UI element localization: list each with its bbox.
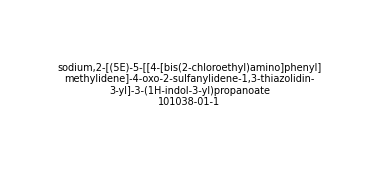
Text: sodium,2-[(5E)-5-[[4-[bis(2-chloroethyl)amino]phenyl]
methylidene]-4-oxo-2-sulfa: sodium,2-[(5E)-5-[[4-[bis(2-chloroethyl)… xyxy=(57,63,322,107)
